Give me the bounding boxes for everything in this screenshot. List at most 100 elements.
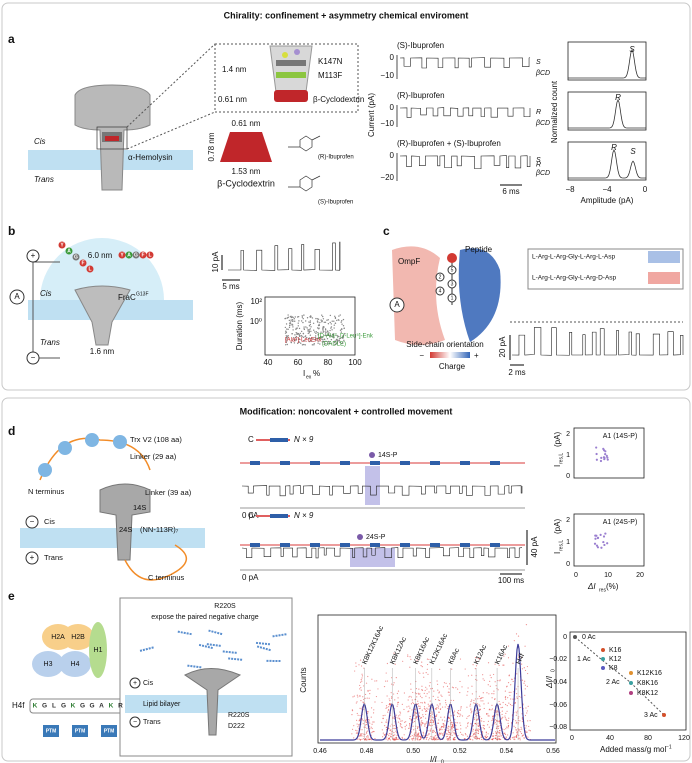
label: K16	[609, 647, 622, 654]
event-dot	[410, 658, 412, 660]
event-dot	[394, 734, 396, 736]
label: 0	[550, 669, 556, 672]
event-dot	[422, 714, 424, 716]
event-dot	[472, 735, 474, 737]
axis-frame	[567, 141, 647, 181]
event-dot	[340, 331, 342, 333]
segment	[370, 543, 380, 547]
event-dot	[328, 341, 330, 343]
event-dot	[494, 663, 496, 665]
event-dot	[501, 717, 503, 719]
event-dot	[364, 693, 367, 696]
event-dot	[510, 691, 512, 693]
event-dot	[473, 699, 475, 702]
event-dot	[449, 683, 451, 685]
label: (pA)	[553, 432, 562, 447]
peptide-strand	[198, 643, 214, 650]
event-dot	[419, 695, 422, 697]
event-dot	[529, 720, 531, 722]
event-dot	[285, 338, 287, 341]
event-dot	[595, 452, 598, 456]
event-dot	[460, 706, 462, 708]
event-dot	[428, 691, 430, 693]
event-dot	[456, 688, 459, 690]
event-dot	[392, 684, 394, 686]
event-dot	[324, 328, 327, 330]
event-dot	[489, 685, 491, 687]
event-dot	[359, 739, 361, 741]
site	[447, 293, 457, 303]
label: C terminus	[148, 573, 185, 582]
label: 0.56	[546, 748, 560, 755]
event-dot	[499, 722, 501, 724]
event-dot	[595, 446, 598, 449]
segment	[400, 543, 410, 547]
event-dot	[321, 341, 324, 343]
event-dot	[497, 737, 499, 740]
event-dot	[499, 703, 501, 706]
event-dot	[513, 738, 515, 740]
segment	[280, 461, 290, 465]
event-dot	[298, 338, 300, 340]
label: (S)-Ibuprofen	[318, 200, 353, 206]
event-dot	[416, 736, 418, 738]
event-dot	[308, 330, 311, 333]
residue	[86, 265, 94, 273]
label: R220S	[228, 712, 250, 719]
event-dot	[374, 680, 376, 682]
event-dot	[373, 721, 375, 723]
event-dot	[467, 722, 469, 724]
event-dot	[476, 679, 478, 681]
event-dot	[447, 727, 449, 729]
event-dot	[354, 670, 356, 672]
event-dot	[419, 738, 421, 741]
event-dot	[497, 711, 499, 713]
event-dot	[505, 712, 507, 715]
event-dot	[437, 696, 439, 698]
event-dot	[327, 342, 329, 345]
label: 5 ms	[222, 282, 239, 291]
event-dot	[288, 319, 291, 322]
peptide-strand	[256, 645, 272, 652]
event-dot	[434, 736, 436, 738]
event-dot	[343, 327, 345, 330]
event-dot	[366, 727, 368, 729]
event-dot	[322, 318, 325, 320]
event-dot	[423, 676, 425, 678]
label: Peptide	[465, 245, 493, 254]
event-dot	[310, 326, 312, 328]
event-dot	[356, 694, 358, 696]
label: Linker (39 aa)	[145, 488, 192, 497]
event-dot	[427, 673, 429, 675]
event-dot	[290, 319, 292, 321]
event-dot	[442, 723, 445, 725]
event-dot	[425, 710, 427, 713]
event-dot	[429, 681, 431, 684]
event-dot	[403, 734, 405, 736]
event-dot	[425, 713, 427, 716]
event-dot	[429, 724, 431, 726]
event-dot	[387, 739, 389, 741]
event-dot	[321, 336, 323, 339]
event-dot	[407, 699, 409, 701]
event-dot	[365, 721, 367, 723]
event-dot	[368, 739, 370, 741]
event-dot	[320, 338, 322, 340]
event-dot	[365, 720, 367, 722]
event-dot	[315, 331, 318, 333]
event-dot	[391, 677, 393, 679]
event-dot	[498, 738, 500, 740]
label: 100	[348, 358, 362, 367]
label: S	[630, 147, 636, 156]
event-dot	[367, 689, 369, 692]
event-dot	[482, 697, 484, 699]
event-dot	[308, 340, 310, 343]
event-dot	[511, 737, 513, 739]
event-dot	[494, 719, 497, 721]
label: −1	[666, 744, 672, 750]
label: Cis	[34, 137, 46, 146]
event-dot	[423, 706, 426, 708]
label: I	[303, 369, 305, 378]
event-dot	[501, 735, 503, 737]
label: A1 (14S-P)	[603, 433, 638, 440]
